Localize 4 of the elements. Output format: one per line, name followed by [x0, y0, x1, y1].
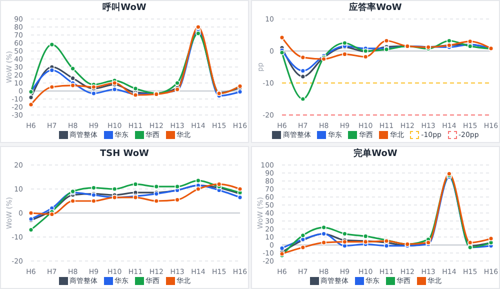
chart-title: TSH WoW: [98, 148, 150, 160]
chart-title: 呼叫WoW: [102, 1, 148, 15]
chart-title: 应答率WoW: [348, 1, 403, 15]
chart-title: 完单WoW: [352, 147, 398, 160]
